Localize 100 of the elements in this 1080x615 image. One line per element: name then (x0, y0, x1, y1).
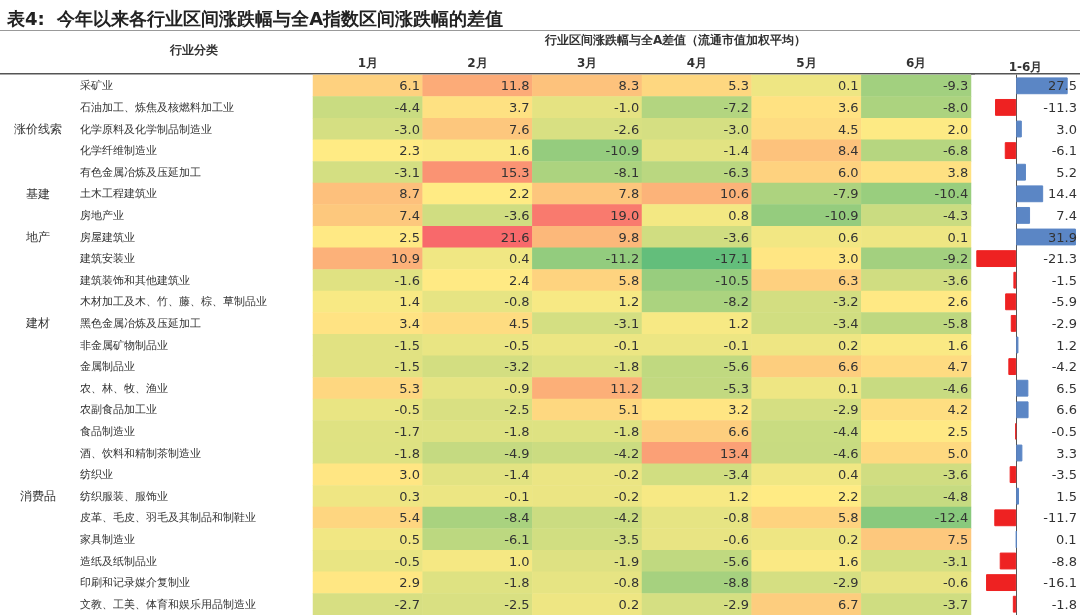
data-label: 1.0 (508, 553, 530, 569)
data-label: -16.1 (1043, 575, 1077, 591)
y-tick-label: 土木工程建筑业 (80, 187, 157, 201)
x-tick-label: 2月 (467, 56, 488, 70)
data-label: -1.8 (613, 423, 640, 439)
x-tick-label: 5月 (796, 56, 817, 70)
data-label: -0.5 (394, 402, 420, 418)
data-label: -3.4 (833, 315, 859, 331)
data-label: -2.9 (833, 575, 859, 591)
data-label: -0.5 (394, 553, 420, 569)
data-label: 2.5 (399, 229, 420, 245)
data-label: 10.9 (390, 251, 420, 267)
data-label: -7.2 (723, 99, 749, 115)
data-label: -21.3 (1043, 251, 1077, 267)
data-label: 0.2 (837, 337, 859, 353)
data-label: -11.3 (1043, 99, 1077, 115)
data-label: 11.8 (500, 78, 530, 94)
data-label: -0.9 (504, 380, 530, 396)
data-label: -4.4 (394, 99, 420, 115)
y-tick-label: 酒、饮料和精制茶制造业 (80, 446, 201, 460)
y-tick-label: 造纸及纸制品业 (80, 554, 157, 568)
data-label: -1.5 (394, 359, 420, 375)
data-label: 1.4 (399, 294, 420, 310)
data-label: 4.2 (947, 402, 969, 418)
data-label: -4.2 (613, 510, 640, 526)
data-label: -6.3 (723, 164, 749, 180)
data-label: -4.2 (1051, 359, 1077, 375)
y-tick-label: 采矿业 (80, 79, 113, 93)
data-label: 1.6 (947, 337, 969, 353)
data-label: 6.0 (837, 164, 859, 180)
data-label: -5.3 (723, 380, 749, 396)
data-label: 0.4 (837, 467, 859, 483)
data-label: -2.9 (833, 402, 859, 418)
y2-tick-label: 建材 (25, 316, 50, 331)
x-tick-label: 4月 (686, 56, 708, 70)
data-label: -2.9 (723, 596, 749, 612)
data-label: 11.2 (610, 380, 640, 396)
bar (1010, 314, 1017, 332)
bar (1016, 120, 1022, 138)
data-label: -5.8 (942, 315, 969, 331)
x-tick-label: 6月 (905, 56, 927, 70)
data-label: 5.0 (947, 445, 969, 461)
bar (1008, 358, 1017, 376)
data-label: -2.5 (504, 596, 530, 612)
data-label: 14.4 (1048, 186, 1077, 202)
y2-tick-label: 基建 (26, 186, 50, 201)
data-label: 1.2 (728, 488, 749, 504)
data-label: -0.1 (504, 488, 530, 504)
data-label: 7.6 (508, 121, 530, 137)
data-label: 5.4 (399, 510, 420, 526)
data-label: -17.1 (715, 251, 749, 267)
data-label: 5.2 (1056, 164, 1077, 180)
data-label: -4.8 (942, 488, 969, 504)
data-label: -3.2 (833, 294, 859, 310)
data-label: 4.5 (508, 315, 530, 331)
data-label: 7.8 (618, 186, 640, 202)
chart-title: 表4: 今年以来各行业区间涨跌幅与全A指数区间涨跌幅的差值 (6, 7, 504, 29)
data-label: -0.5 (504, 337, 530, 353)
data-label: -0.1 (723, 337, 749, 353)
chart-subtitle: 行业区间涨跌幅与全A差值（流通市值加权平均） (544, 33, 807, 47)
data-label: -6.1 (504, 531, 530, 547)
data-label: 1.2 (1056, 337, 1077, 353)
data-label: 6.6 (837, 359, 859, 375)
data-label: 3.0 (1056, 121, 1077, 137)
data-label: -3.6 (723, 229, 749, 245)
data-label: -6.1 (1051, 143, 1077, 159)
data-label: 0.2 (618, 596, 640, 612)
data-label: 0.3 (399, 488, 420, 504)
data-label: -9.3 (942, 78, 969, 94)
bar (1009, 466, 1017, 484)
data-label: -3.0 (723, 121, 749, 137)
bar (1016, 185, 1044, 203)
data-label: -4.6 (833, 445, 859, 461)
data-label: 6.3 (837, 272, 859, 288)
data-label: 3.3 (1056, 445, 1077, 461)
data-label: -9.2 (942, 251, 969, 267)
data-label: 2.3 (399, 143, 420, 159)
data-label: 2.4 (508, 272, 530, 288)
bar (1005, 293, 1017, 311)
chart-title: 1-6月 (1008, 60, 1043, 74)
y-tick-label: 建筑装饰和其他建筑业 (79, 273, 190, 287)
x-tick-label: 1月 (357, 56, 379, 70)
data-label: 6.6 (1056, 402, 1077, 418)
data-label: -1.8 (504, 423, 530, 439)
y-tick-label: 建筑安装业 (79, 252, 135, 266)
y-tick-label: 食品制造业 (80, 424, 135, 438)
data-label: -8.4 (504, 510, 530, 526)
data-label: 2.5 (947, 423, 969, 439)
data-label: -10.5 (715, 272, 749, 288)
data-label: -0.2 (613, 488, 640, 504)
data-label: 0.8 (728, 207, 749, 223)
y-tick-label: 金属制品业 (80, 360, 135, 374)
bar (1016, 379, 1029, 397)
data-label: -1.4 (723, 143, 749, 159)
data-label: -12.4 (934, 510, 969, 526)
data-label: 5.3 (399, 380, 420, 396)
data-label: -2.6 (613, 121, 640, 137)
data-label: -3.5 (1051, 467, 1077, 483)
data-label: 2.9 (399, 575, 420, 591)
data-label: -8.0 (942, 99, 969, 115)
